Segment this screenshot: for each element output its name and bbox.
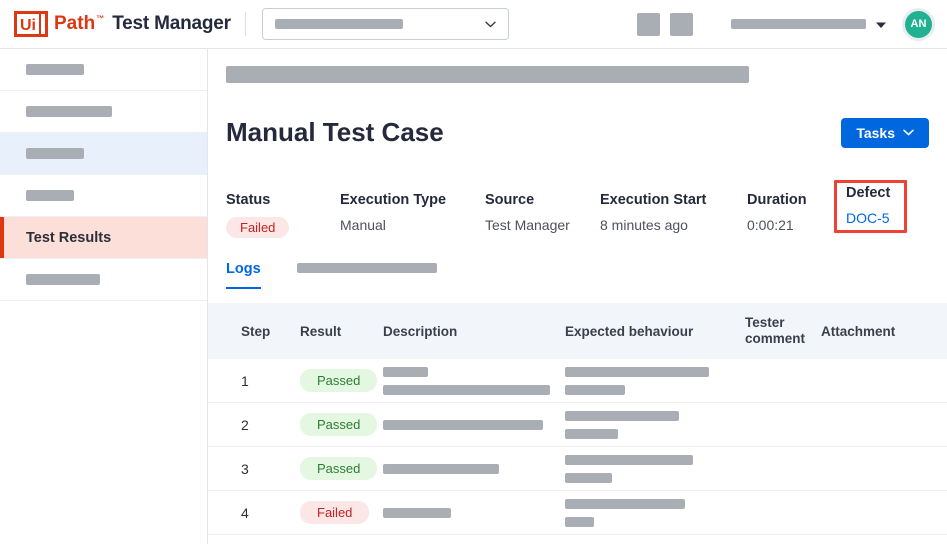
svg-text:Ui: Ui	[20, 17, 36, 34]
